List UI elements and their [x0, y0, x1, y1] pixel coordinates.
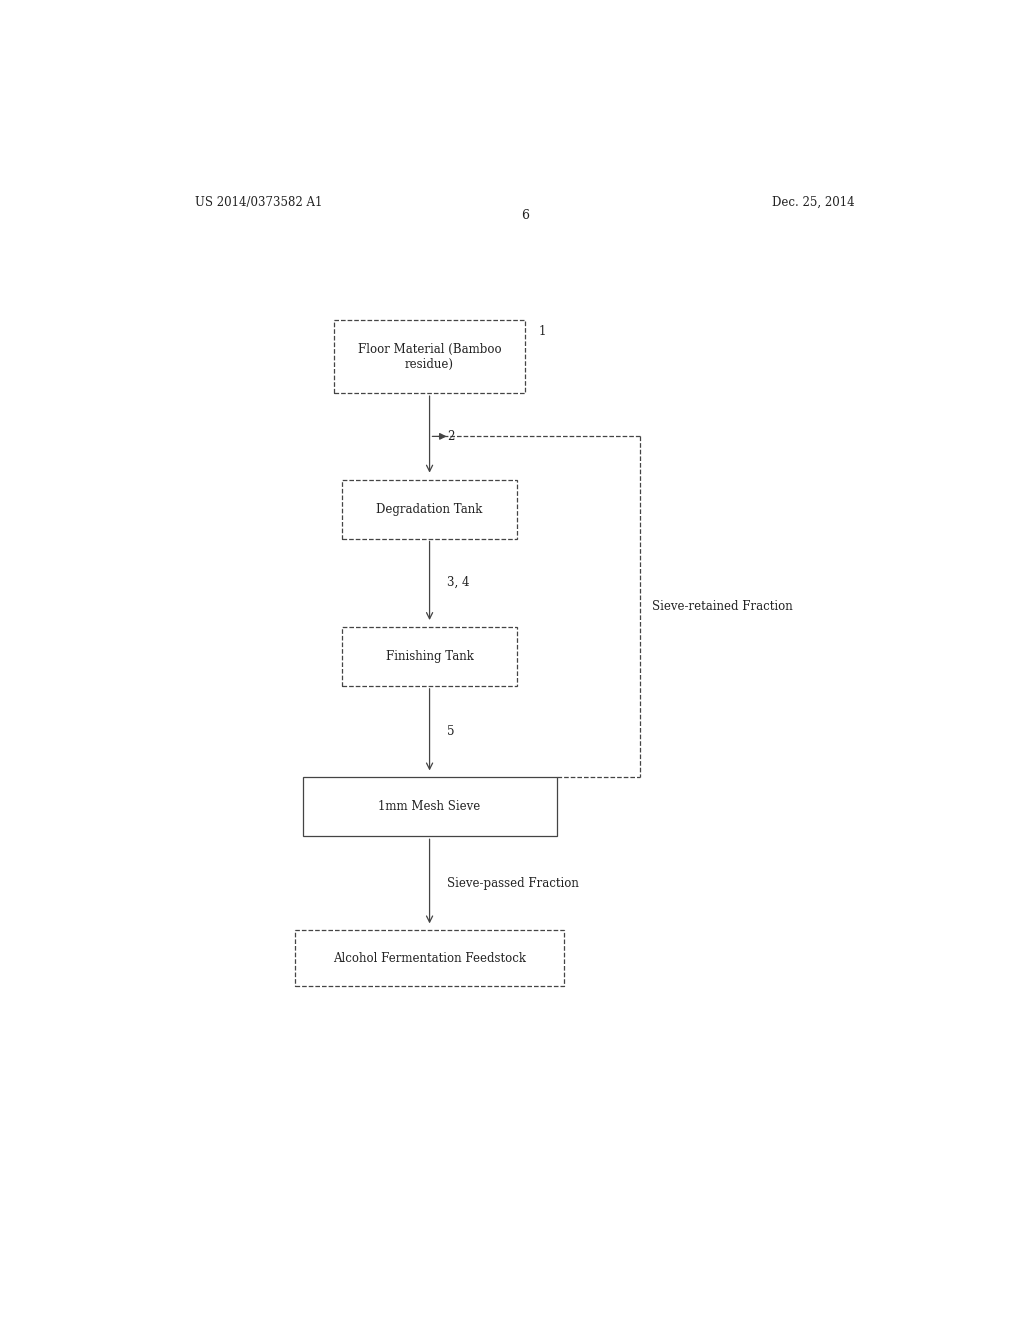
Text: 3, 4: 3, 4	[447, 577, 470, 589]
Bar	[342, 627, 517, 686]
Text: 5: 5	[447, 725, 455, 738]
Text: Finishing Tank: Finishing Tank	[386, 649, 473, 663]
Text: Alcohol Fermentation Feedstock: Alcohol Fermentation Feedstock	[333, 952, 526, 965]
Bar	[342, 479, 517, 539]
Text: Degradation Tank: Degradation Tank	[377, 503, 482, 516]
Text: 6: 6	[521, 209, 528, 222]
Text: 2: 2	[447, 430, 455, 444]
Text: Dec. 25, 2014: Dec. 25, 2014	[771, 195, 854, 209]
Bar	[303, 777, 557, 837]
Text: Sieve-passed Fraction: Sieve-passed Fraction	[447, 876, 579, 890]
Bar	[295, 931, 564, 986]
Text: Sieve-retained Fraction: Sieve-retained Fraction	[652, 601, 793, 614]
Text: US 2014/0373582 A1: US 2014/0373582 A1	[196, 195, 323, 209]
Text: 1: 1	[539, 325, 547, 338]
Bar	[334, 319, 524, 393]
Text: Floor Material (Bamboo
residue): Floor Material (Bamboo residue)	[357, 343, 502, 371]
Text: 1mm Mesh Sieve: 1mm Mesh Sieve	[379, 800, 480, 813]
